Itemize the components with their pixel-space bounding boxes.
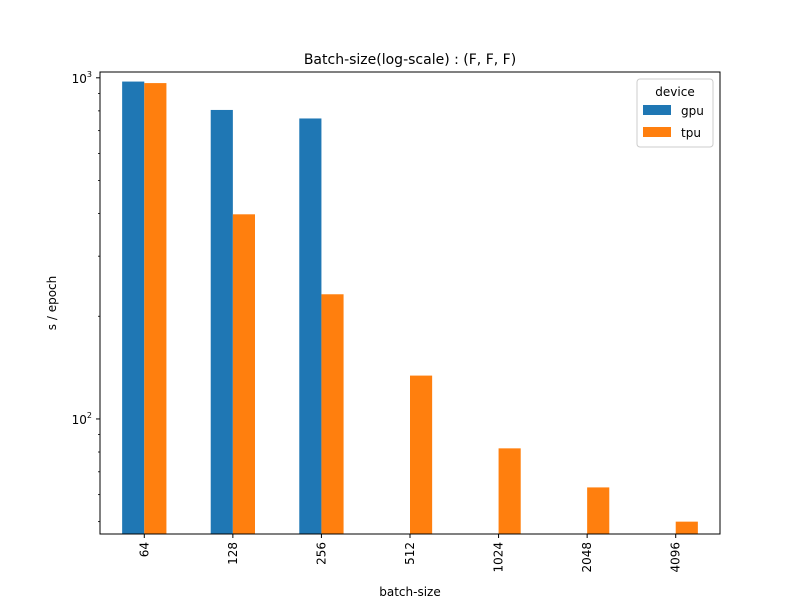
legend-swatch-gpu [643, 105, 671, 115]
x-tick-label-256: 256 [314, 542, 328, 565]
x-tick-label-128: 128 [226, 542, 240, 565]
bar-tpu-4096 [675, 521, 698, 534]
x-tick-label-1024: 1024 [492, 542, 506, 573]
x-tick-label-64: 64 [137, 542, 151, 557]
legend: device gpu tpu [636, 78, 714, 148]
bar-gpu-256 [299, 118, 322, 535]
legend-label-tpu: tpu [681, 126, 701, 140]
chart-title: Batch-size(log-scale) : (F, F, F) [304, 52, 516, 68]
bar-tpu-128 [232, 214, 255, 534]
y-tick-label-100: 102 [72, 411, 92, 427]
bar-gpu-64 [122, 81, 145, 534]
bar-tpu-512 [410, 375, 433, 534]
legend-swatch-tpu [643, 127, 671, 137]
bar-tpu-256 [321, 294, 344, 534]
bars-group [122, 81, 698, 535]
y-axis-label: s / epoch [45, 276, 59, 330]
x-axis-label: batch-size [379, 585, 440, 599]
x-axis: 64 128 256 512 1024 2048 4096 [137, 534, 683, 573]
bar-tpu-2048 [587, 487, 610, 534]
y-axis: 102 103 [72, 70, 100, 523]
x-tick-label-2048: 2048 [580, 542, 594, 573]
x-tick-label-512: 512 [403, 542, 417, 565]
legend-title: device [655, 85, 694, 99]
bar-tpu-1024 [498, 448, 521, 534]
y-tick-label-1000: 103 [72, 70, 92, 86]
legend-label-gpu: gpu [681, 104, 704, 118]
bar-gpu-128 [210, 109, 233, 534]
bar-tpu-64 [144, 83, 167, 534]
x-tick-label-4096: 4096 [669, 542, 683, 573]
